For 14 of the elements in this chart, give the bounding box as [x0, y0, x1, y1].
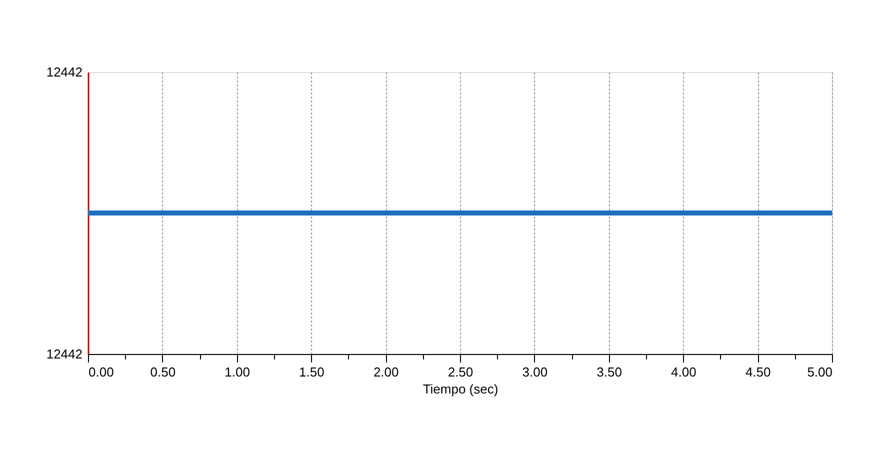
y-tick-label: 12442	[46, 64, 82, 80]
x-tick-label: 2.50	[448, 364, 474, 380]
x-tick-label: 5.00	[807, 364, 832, 380]
x-tick-label: 3.50	[596, 364, 622, 380]
x-tick-label: 4.50	[745, 364, 771, 380]
x-tick-label: 1.00	[224, 364, 250, 380]
x-tick-label: 0.00	[88, 364, 114, 380]
x-tick-label: 3.00	[522, 364, 548, 380]
x-tick-label: 2.00	[373, 364, 399, 380]
x-tick-label: 4.00	[671, 364, 696, 380]
x-tick-label: 0.50	[150, 364, 176, 380]
x-tick-label: 1.50	[299, 364, 324, 380]
y-tick-label: 12442	[46, 346, 82, 362]
x-axis-title: Tiempo (sec)	[422, 382, 498, 396]
